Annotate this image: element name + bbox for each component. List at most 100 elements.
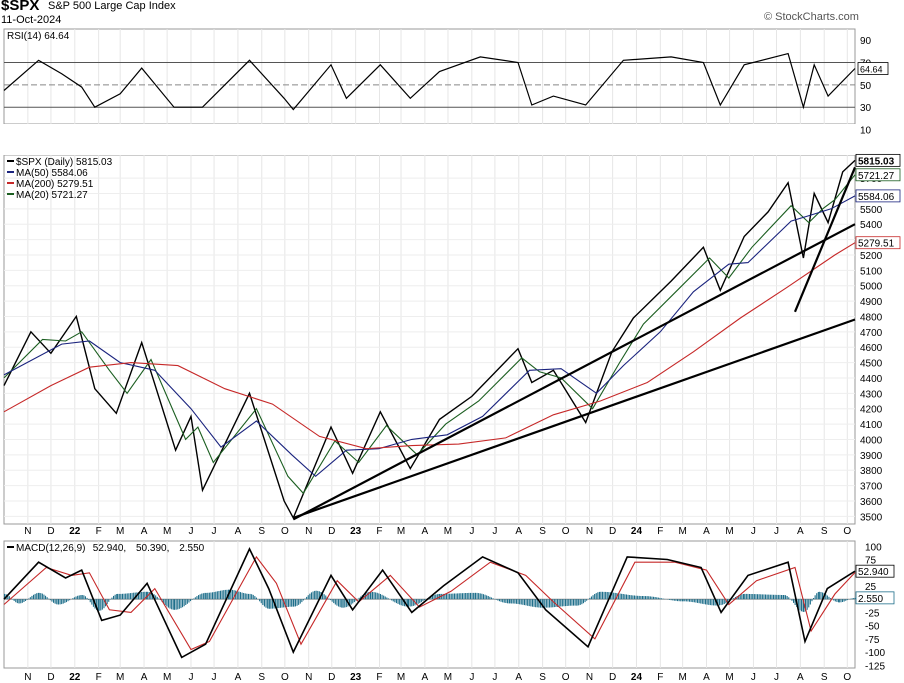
- macd-histogram-bar: [651, 596, 653, 600]
- macd-histogram-bar: [586, 599, 588, 601]
- macd-histogram-bar: [500, 599, 502, 602]
- macd-histogram-bar: [190, 599, 192, 602]
- x-tick-label-macd: 23: [350, 672, 362, 683]
- macd-histogram-bar: [350, 599, 352, 605]
- price-y-tick-label: 4500: [860, 359, 883, 370]
- x-tick-label-macd: J: [774, 672, 779, 683]
- macd-histogram-bar: [637, 595, 639, 600]
- price-y-tick-label: 5500: [860, 205, 883, 216]
- macd-histogram-bar: [745, 593, 747, 600]
- macd-histogram-bar: [134, 592, 136, 600]
- macd-histogram-bar: [129, 593, 131, 600]
- macd-histogram-bar: [213, 592, 215, 600]
- x-tick-label-macd: M: [725, 672, 733, 683]
- x-tick-label-macd: D: [328, 672, 335, 683]
- x-tick-label-price: 23: [350, 526, 362, 537]
- macd-histogram-bar: [100, 599, 102, 611]
- macd-histogram-bar: [145, 591, 147, 600]
- macd-histogram-bar: [49, 599, 51, 601]
- macd-histogram-bar: [700, 599, 702, 604]
- macd-histogram-bar: [662, 598, 664, 600]
- macd-histogram-bar: [188, 599, 190, 603]
- macd-histogram-bar: [177, 599, 179, 610]
- macd-histogram-bar: [224, 589, 226, 600]
- macd-histogram-bar: [619, 593, 621, 600]
- macd-histogram-bar: [223, 590, 225, 600]
- x-tick-label-macd: M: [678, 672, 686, 683]
- macd-histogram-bar: [656, 597, 658, 600]
- macd-histogram-bar: [243, 593, 245, 600]
- macd-histogram-bar: [605, 591, 607, 600]
- x-tick-label-macd: N: [305, 672, 312, 683]
- macd-histogram-bar: [397, 599, 399, 604]
- macd-histogram-bar: [503, 599, 505, 603]
- macd-histogram-bar: [718, 599, 720, 606]
- macd-histogram-bar: [854, 597, 856, 600]
- x-tick-label-price: M: [397, 526, 405, 537]
- macd-histogram-bar: [845, 599, 847, 601]
- macd-histogram-bar: [545, 599, 547, 608]
- macd-histogram-bar: [392, 599, 394, 602]
- x-tick-label-price: F: [96, 526, 102, 537]
- macd-histogram-bar: [498, 599, 500, 602]
- macd-histogram-bar: [698, 599, 700, 604]
- macd-histogram-bar: [108, 599, 110, 602]
- macd-histogram-bar: [221, 590, 223, 600]
- macd-histogram-bar: [64, 599, 66, 603]
- macd-legend-entry: 52.940,: [93, 543, 126, 554]
- macd-histogram-bar: [53, 599, 55, 603]
- macd-histogram-bar: [21, 599, 23, 603]
- x-tick-label-macd: O: [562, 672, 570, 683]
- macd-histogram-bar: [836, 599, 838, 602]
- macd-last-box: [855, 564, 895, 578]
- macd-histogram-bar: [51, 599, 53, 602]
- macd-histogram-bar: [118, 593, 120, 600]
- macd-histogram-bar: [198, 595, 200, 600]
- macd-histogram-bar: [338, 599, 340, 607]
- macd-histogram-bar: [144, 591, 146, 600]
- macd-histogram-bar: [758, 594, 760, 600]
- macd-histogram-bar: [465, 593, 467, 600]
- macd-histogram-bar: [29, 597, 31, 600]
- macd-histogram-bar: [838, 599, 840, 603]
- macd-histogram-bar: [312, 591, 314, 600]
- macd-histogram-bar: [371, 591, 373, 600]
- macd-legend-entry: 50.390,: [136, 543, 169, 554]
- macd-histogram-bar: [450, 593, 452, 600]
- macd-y-tick-label: -75: [865, 635, 880, 646]
- macd-histogram-bar: [723, 599, 725, 604]
- macd-histogram-bar: [25, 599, 27, 601]
- macd-histogram-bar: [725, 599, 727, 604]
- price-y-tick-label: 4400: [860, 374, 883, 385]
- macd-histogram-bar: [453, 593, 455, 600]
- macd-histogram-bar: [309, 593, 311, 600]
- macd-histogram-bar: [352, 599, 354, 604]
- macd-histogram-bar: [640, 596, 642, 600]
- macd-histogram-bar: [747, 593, 749, 600]
- price-series--spx: [3, 159, 856, 520]
- price-series-ma-20-: [3, 174, 856, 495]
- macd-histogram-bar: [560, 599, 562, 607]
- macd-histogram-bar: [386, 597, 388, 600]
- macd-histogram-bar: [541, 599, 543, 608]
- macd-histogram-bar: [544, 599, 546, 608]
- macd-histogram-bar: [802, 599, 804, 612]
- macd-histogram-bar: [204, 592, 206, 600]
- macd-histogram-bar: [547, 599, 549, 608]
- macd-histogram-bar: [739, 594, 741, 600]
- macd-histogram-bar: [171, 599, 173, 610]
- rsi-last-value: 64.64: [860, 65, 883, 75]
- x-tick-label-price: J: [751, 526, 756, 537]
- macd-histogram-bar: [8, 596, 10, 600]
- macd-histogram-bar: [114, 594, 116, 600]
- macd-histogram-bar: [13, 599, 15, 601]
- macd-histogram-bar: [41, 593, 43, 600]
- x-tick-label-price: J: [469, 526, 474, 537]
- macd-histogram-bar: [238, 591, 240, 600]
- macd-histogram-bar: [230, 589, 232, 600]
- macd-histogram-bar: [26, 599, 28, 600]
- x-tick-label-price: A: [422, 526, 429, 537]
- macd-histogram-bar: [613, 592, 615, 600]
- macd-histogram-bar: [742, 594, 744, 600]
- macd-histogram-bar: [803, 599, 805, 612]
